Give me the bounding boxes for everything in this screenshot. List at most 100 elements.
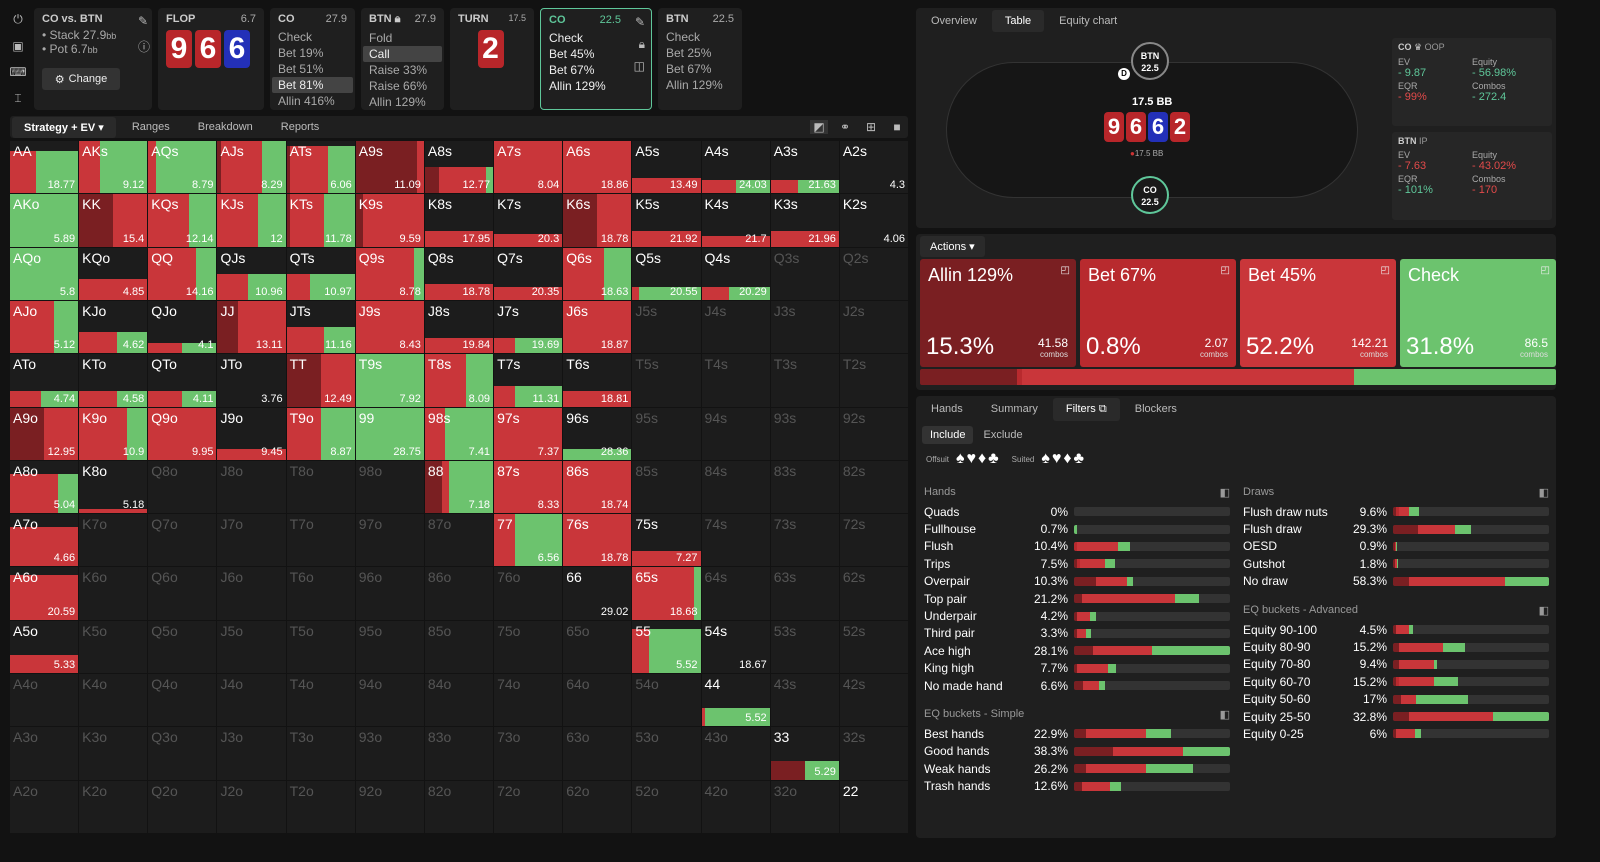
- tab-ranges[interactable]: Ranges: [131, 121, 170, 133]
- grid-cell-K3o[interactable]: K3o: [79, 727, 148, 780]
- grid-cell-A7s[interactable]: A7s 8.04: [494, 141, 563, 194]
- grid-cell-64s[interactable]: 64s: [701, 567, 770, 620]
- tab-filters[interactable]: Filters ⧉: [1052, 398, 1120, 421]
- exclude-button[interactable]: Exclude: [983, 429, 1023, 441]
- grid-cell-K8s[interactable]: K8s 17.95: [424, 194, 494, 247]
- edit-icon[interactable]: ✎: [634, 15, 645, 29]
- grid-cell-QJs[interactable]: QJs 10.96: [217, 247, 286, 300]
- filter-row[interactable]: Fullhouse 0.7%: [924, 520, 1230, 537]
- grid-cell-75s[interactable]: 75s 7.27: [632, 514, 701, 567]
- grid-cell-J8s[interactable]: J8s 19.84: [424, 300, 494, 354]
- grid-cell-22[interactable]: 22: [839, 780, 908, 833]
- grid-cell-83o[interactable]: 83o: [424, 727, 494, 780]
- grid-cell-AJo[interactable]: AJo 5.12: [10, 300, 79, 354]
- filter-row[interactable]: Equity 90-100 4.5%: [1243, 621, 1549, 638]
- btn-flop-action[interactable]: Fold: [369, 31, 393, 45]
- grid-cell-K9o[interactable]: K9o 10.9: [79, 407, 148, 460]
- grid-cell-A4s[interactable]: A4s 24.03: [701, 141, 770, 194]
- grid-cell-Q9o[interactable]: Q9o 9.95: [148, 407, 217, 460]
- action-card-1[interactable]: Bet 67% ◰ 0.8% 2.07 combos: [1080, 259, 1236, 367]
- btn-turn-action[interactable]: Check: [666, 30, 701, 44]
- diamond-icon[interactable]: ♦: [977, 450, 987, 467]
- grid-cell-JTo[interactable]: JTo 3.76: [217, 354, 286, 407]
- grid-cell-55[interactable]: 55 5.52: [632, 620, 701, 674]
- grid-cell-63o[interactable]: 63o: [563, 727, 632, 780]
- square-icon[interactable]: ■: [893, 120, 901, 134]
- grid-cell-A8o[interactable]: A8o 5.04: [10, 460, 79, 514]
- grid-cell-J9o[interactable]: J9o 9.45: [217, 407, 286, 460]
- grid-cell-QQ[interactable]: QQ 14.16: [148, 247, 217, 300]
- grid-cell-J6s[interactable]: J6s 18.87: [563, 300, 632, 354]
- grid-cell-JTs[interactable]: JTs 11.16: [286, 300, 355, 354]
- grid-cell-98o[interactable]: 98o: [355, 460, 424, 514]
- grid-cell-A6o[interactable]: A6o 20.59: [10, 567, 79, 620]
- grid-cell-43s[interactable]: 43s: [770, 674, 839, 727]
- filter-row[interactable]: Ace high 28.1%: [924, 642, 1230, 659]
- contrast-icon[interactable]: ◩: [810, 120, 828, 134]
- tab-table[interactable]: Table: [991, 10, 1045, 32]
- grid-cell-A6s[interactable]: A6s 18.86: [563, 141, 632, 194]
- filter-row[interactable]: Gutshot 1.8%: [1243, 555, 1549, 572]
- co-turn-action[interactable]: Bet 67%: [549, 63, 595, 77]
- btn-turn-action[interactable]: Bet 25%: [666, 46, 712, 60]
- grid-cell-K6s[interactable]: K6s 18.78: [563, 194, 632, 247]
- expand-icon[interactable]: ◰: [1380, 265, 1390, 276]
- grid-cell-32s[interactable]: 32s: [839, 727, 908, 780]
- grid-cell-52s[interactable]: 52s: [839, 620, 908, 674]
- grid-cell-K9s[interactable]: K9s 9.59: [355, 194, 424, 247]
- grid-cell-86s[interactable]: 86s 18.74: [563, 460, 632, 514]
- info-icon[interactable]: ⓘ: [138, 40, 151, 54]
- grid-cell-54s[interactable]: 54s 18.67: [701, 620, 770, 674]
- tab-hands[interactable]: Hands: [931, 403, 963, 415]
- grid-cell-JJ[interactable]: JJ 13.11: [217, 300, 286, 354]
- tab-strategy-ev[interactable]: Strategy + EV ▾: [12, 116, 116, 138]
- grid-cell-KQs[interactable]: KQs 12.14: [148, 194, 217, 247]
- btn-flop-action[interactable]: Allin 129%: [369, 95, 426, 109]
- btn-flop-action[interactable]: Raise 66%: [369, 79, 428, 93]
- grid-cell-Q5o[interactable]: Q5o: [148, 620, 217, 674]
- grid-cell-Q8s[interactable]: Q8s 18.78: [424, 247, 494, 300]
- filter-row[interactable]: No draw 58.3%: [1243, 573, 1549, 590]
- filter-row[interactable]: Top pair 21.2%: [924, 590, 1230, 607]
- btn-turn-action[interactable]: Allin 129%: [666, 78, 723, 92]
- grid-cell-83s[interactable]: 83s: [770, 460, 839, 514]
- grid-cell-J9s[interactable]: J9s 8.43: [355, 300, 424, 354]
- grid-cell-99[interactable]: 99 28.75: [355, 407, 424, 460]
- grid-cell-Q8o[interactable]: Q8o: [148, 460, 217, 514]
- btn-turn-action[interactable]: Bet 67%: [666, 62, 712, 76]
- grid-cell-73s[interactable]: 73s: [770, 514, 839, 567]
- copy-icon[interactable]: ◫: [633, 59, 645, 73]
- tab-blockers[interactable]: Blockers: [1134, 403, 1177, 415]
- grid-cell-53s[interactable]: 53s: [770, 620, 839, 674]
- grid-cell-Q4o[interactable]: Q4o: [148, 674, 217, 727]
- btn-flop-action[interactable]: Raise 33%: [369, 63, 428, 77]
- action-card-3[interactable]: Check ◰ 31.8% 86.5 combos: [1400, 259, 1556, 367]
- seat-co[interactable]: CO 22.5: [1131, 176, 1169, 214]
- grid-cell-66[interactable]: 66 29.02: [563, 567, 632, 620]
- grid-cell-J5o[interactable]: J5o: [217, 620, 286, 674]
- grid-cell-52o[interactable]: 52o: [632, 780, 701, 833]
- grid-cell-T9s[interactable]: T9s 7.92: [355, 354, 424, 407]
- grid-cell-T9o[interactable]: T9o 8.87: [286, 407, 355, 460]
- grid-cell-TT[interactable]: TT 12.49: [286, 354, 355, 407]
- grid-cell-65s[interactable]: 65s 18.68: [632, 567, 701, 620]
- grid-cell-A8s[interactable]: A8s 12.77: [424, 141, 494, 194]
- grid-cell-AQo[interactable]: AQo 5.8: [10, 247, 79, 300]
- tab-reports[interactable]: Reports: [280, 121, 320, 133]
- grid-cell-85s[interactable]: 85s: [632, 460, 701, 514]
- grid-cell-J7s[interactable]: J7s 19.69: [494, 300, 563, 354]
- grid-cell-A3s[interactable]: A3s 21.63: [770, 141, 839, 194]
- grid-cell-63s[interactable]: 63s: [770, 567, 839, 620]
- grid-cell-Q2s[interactable]: Q2s: [839, 247, 908, 300]
- grid-cell-88[interactable]: 88 7.18: [424, 460, 494, 514]
- grid-cell-87s[interactable]: 87s 8.33: [494, 460, 563, 514]
- seat-btn[interactable]: BTN 22.5: [1131, 42, 1169, 80]
- grid-cell-76s[interactable]: 76s 18.78: [563, 514, 632, 567]
- actions-dropdown[interactable]: Actions ▾: [920, 236, 985, 257]
- grid-cell-K2o[interactable]: K2o: [79, 780, 148, 833]
- grid-cell-Q2o[interactable]: Q2o: [148, 780, 217, 833]
- grid-cell-53o[interactable]: 53o: [632, 727, 701, 780]
- grid-cell-54o[interactable]: 54o: [632, 674, 701, 727]
- gamepad-icon[interactable]: ⌨: [9, 65, 27, 79]
